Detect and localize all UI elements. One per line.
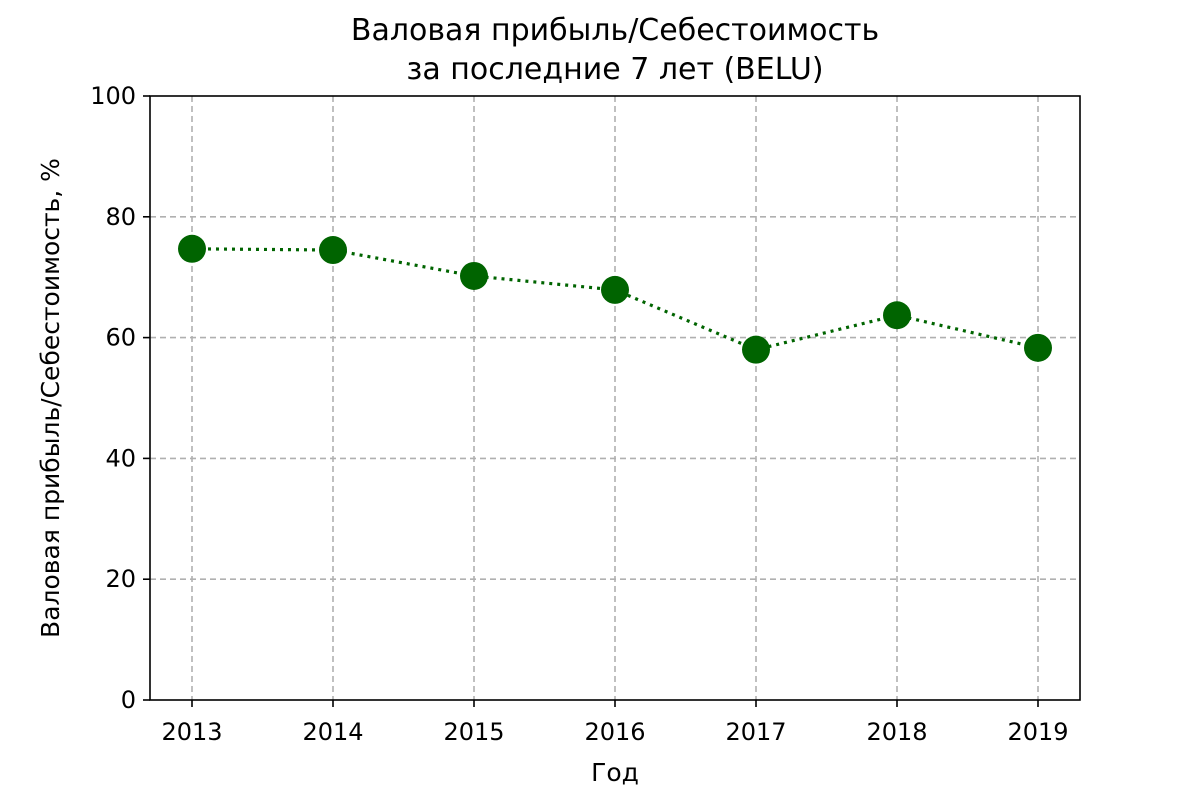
- y-tick-label: 100: [90, 82, 136, 110]
- data-point: [1024, 333, 1052, 362]
- y-tick-label: 0: [121, 686, 136, 714]
- grid: [150, 96, 1080, 700]
- y-tick-label: 20: [105, 565, 136, 593]
- data-point: [319, 236, 347, 265]
- data-point: [601, 275, 629, 304]
- y-tick-label: 80: [105, 203, 136, 231]
- data-point: [460, 261, 488, 290]
- x-tick-label: 2014: [302, 718, 363, 746]
- x-axis-label: Год: [591, 758, 639, 787]
- x-tick-label: 2013: [161, 718, 222, 746]
- ticks: 2013 2014 2015 2016 2017 2018 2019 0 20 40 60 80 100: [90, 82, 1068, 746]
- y-tick-label: 60: [105, 324, 136, 352]
- x-tick-label: 2015: [443, 718, 504, 746]
- data-point: [883, 301, 911, 330]
- series-layer: [178, 234, 1052, 364]
- chart-title-line-2: за последние 7 лет (BELU): [406, 52, 823, 87]
- data-point: [178, 234, 206, 263]
- x-tick-label: 2017: [725, 718, 786, 746]
- x-tick-label: 2019: [1007, 718, 1068, 746]
- x-tick-label: 2018: [866, 718, 927, 746]
- chart-title-line-1: Валовая прибыль/Себестоимость: [351, 13, 879, 48]
- x-tick-label: 2016: [584, 718, 645, 746]
- y-tick-label: 40: [105, 444, 136, 472]
- y-axis-label: Валовая прибыль/Себестоимость, %: [36, 158, 65, 638]
- data-point: [742, 335, 770, 364]
